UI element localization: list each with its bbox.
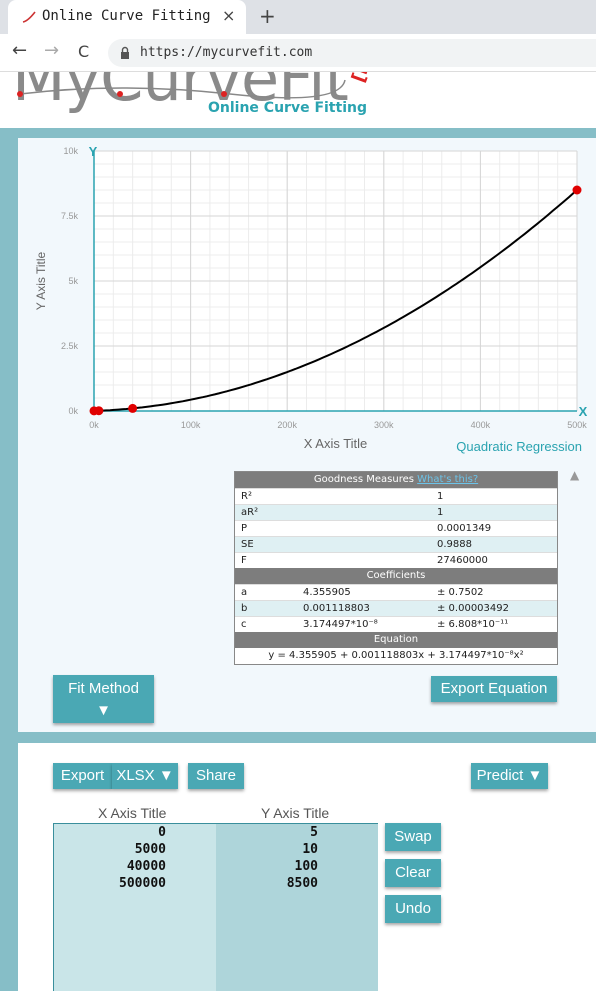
y-tick-label: 2.5k bbox=[61, 341, 79, 351]
chevron-down-icon: ▼ bbox=[53, 700, 154, 722]
y-axis-handle-icon: Y bbox=[89, 144, 98, 159]
x-column-header: X Axis Title bbox=[98, 805, 166, 821]
coefficient-row: b 0.001118803 ± 0.00003492 bbox=[235, 600, 557, 616]
coefficients-header: Coefficients bbox=[235, 568, 557, 584]
clear-button[interactable]: Clear bbox=[385, 859, 441, 887]
x-axis-label: X Axis Title bbox=[304, 436, 368, 451]
coefficient-error: ± 0.00003492 bbox=[437, 601, 509, 617]
y-axis-label: Y Axis Title bbox=[34, 251, 48, 310]
x-tick-label: 300k bbox=[374, 420, 394, 430]
export-equation-button[interactable]: Export Equation bbox=[431, 676, 557, 702]
coefficient-name: b bbox=[241, 601, 247, 617]
goodness-name: F bbox=[241, 553, 247, 569]
back-icon[interactable]: ← bbox=[12, 40, 27, 61]
predict-button[interactable]: Predict ▼ bbox=[471, 763, 548, 789]
equation-header: Equation bbox=[235, 632, 557, 648]
reload-icon[interactable]: C bbox=[78, 42, 89, 61]
y-data-cell[interactable]: 5 bbox=[216, 824, 378, 841]
scroll-up-icon[interactable]: ▲ bbox=[570, 468, 579, 482]
fit-method-button[interactable]: Fit Method ▼ bbox=[53, 675, 154, 723]
coefficient-value: 4.355905 bbox=[303, 585, 351, 601]
coefficient-value: 3.174497*10⁻⁸ bbox=[303, 617, 378, 633]
coefficient-row: c 3.174497*10⁻⁸ ± 6.808*10⁻¹¹ bbox=[235, 616, 557, 632]
y-data-cell[interactable]: 10 bbox=[216, 841, 378, 858]
data-point bbox=[573, 186, 582, 195]
y-tick-label: 10k bbox=[63, 146, 78, 156]
y-tick-label: 5k bbox=[68, 276, 78, 286]
goodness-value: 0.0001349 bbox=[437, 521, 491, 537]
y-column-header: Y Axis Title bbox=[261, 805, 329, 821]
goodness-value: 0.9888 bbox=[437, 537, 472, 553]
goodness-row: P 0.0001349 bbox=[235, 520, 557, 536]
curve-favicon-icon bbox=[22, 11, 36, 23]
undo-button[interactable]: Undo bbox=[385, 895, 441, 923]
curve-fit-chart: 0k 100k 200k 300k 400k 500k 0k 2.5k 5k 7.5k 10k Y X X… bbox=[18, 138, 596, 458]
address-bar: ← → C https://mycurvefit.com bbox=[0, 34, 596, 72]
x-tick-label: 200k bbox=[277, 420, 297, 430]
forward-icon[interactable]: → bbox=[44, 40, 59, 61]
goodness-header: Goodness Measures What's this? bbox=[235, 472, 557, 488]
x-tick-label: 500k bbox=[567, 420, 587, 430]
goodness-value: 1 bbox=[437, 489, 443, 505]
browser-tab-bar: Online Curve Fitting × + bbox=[0, 0, 596, 34]
goodness-value: 27460000 bbox=[437, 553, 488, 569]
goodness-row: R² 1 bbox=[235, 488, 557, 504]
browser-tab[interactable]: Online Curve Fitting × bbox=[8, 0, 246, 34]
coefficient-value: 0.001118803 bbox=[303, 601, 370, 617]
goodness-value: 1 bbox=[437, 505, 443, 521]
x-data-cell[interactable]: 0 bbox=[54, 824, 216, 841]
data-point bbox=[128, 404, 137, 413]
goodness-name: SE bbox=[241, 537, 254, 553]
url-field[interactable]: https://mycurvefit.com bbox=[108, 39, 596, 67]
export-button[interactable]: Export bbox=[53, 763, 112, 789]
logo-curve-icon bbox=[0, 72, 360, 102]
goodness-row: F 27460000 bbox=[235, 552, 557, 568]
coefficient-error: ± 0.7502 bbox=[437, 585, 484, 601]
x-tick-label: 0k bbox=[89, 420, 99, 430]
goodness-row: SE 0.9888 bbox=[235, 536, 557, 552]
goodness-name: P bbox=[241, 521, 247, 537]
equation-text: y = 4.355905 + 0.001118803x + 3.174497*1… bbox=[235, 648, 557, 664]
site-header: MyCurveFit [BETA Online Curve Fitting bbox=[0, 72, 596, 128]
coefficient-name: c bbox=[241, 617, 247, 633]
goodness-row: aR² 1 bbox=[235, 504, 557, 520]
x-data-cell[interactable]: 500000 bbox=[54, 875, 216, 892]
y-tick-label: 0k bbox=[68, 406, 78, 416]
new-tab-icon[interactable]: + bbox=[259, 4, 276, 28]
lock-icon bbox=[120, 46, 130, 60]
data-point bbox=[94, 406, 103, 415]
x-tick-label: 400k bbox=[471, 420, 491, 430]
data-entry-grid[interactable]: 0 5000 40000 500000 5 10 100 8500 bbox=[53, 823, 378, 991]
coefficient-name: a bbox=[241, 585, 247, 601]
goodness-header-label: Goodness Measures bbox=[314, 474, 414, 485]
url-text: https://mycurvefit.com bbox=[140, 45, 312, 60]
swap-button[interactable]: Swap bbox=[385, 823, 441, 851]
share-button[interactable]: Share bbox=[188, 763, 244, 789]
goodness-name: aR² bbox=[241, 505, 258, 521]
y-data-cell[interactable]: 8500 bbox=[216, 875, 378, 892]
close-tab-icon[interactable]: × bbox=[222, 6, 235, 25]
x-axis-handle-icon: X bbox=[579, 404, 588, 419]
y-tick-label: 7.5k bbox=[61, 211, 79, 221]
fit-type-label: Quadratic Regression bbox=[456, 439, 582, 454]
fit-method-label: Fit Method bbox=[53, 678, 154, 700]
y-data-cell[interactable]: 100 bbox=[216, 858, 378, 875]
whats-this-link[interactable]: What's this? bbox=[417, 474, 478, 485]
coefficient-error: ± 6.808*10⁻¹¹ bbox=[437, 617, 508, 633]
results-table: Goodness Measures What's this? R² 1 aR² … bbox=[234, 471, 558, 665]
tab-title: Online Curve Fitting bbox=[42, 8, 217, 24]
goodness-name: R² bbox=[241, 489, 252, 505]
export-format-select[interactable]: XLSX ▼ bbox=[112, 763, 178, 789]
x-data-column[interactable]: 0 5000 40000 500000 bbox=[54, 824, 216, 991]
coefficient-row: a 4.355905 ± 0.7502 bbox=[235, 584, 557, 600]
x-tick-label: 100k bbox=[181, 420, 201, 430]
x-data-cell[interactable]: 5000 bbox=[54, 841, 216, 858]
site-subtitle: Online Curve Fitting bbox=[208, 100, 367, 116]
y-data-column[interactable]: 5 10 100 8500 bbox=[216, 824, 378, 991]
x-data-cell[interactable]: 40000 bbox=[54, 858, 216, 875]
